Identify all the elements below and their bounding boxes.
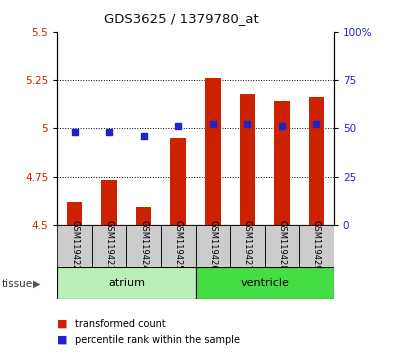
Bar <box>205 78 220 225</box>
Text: GSM119423: GSM119423 <box>105 220 114 270</box>
Point <box>175 124 181 129</box>
Bar <box>230 225 265 267</box>
Bar <box>309 97 324 225</box>
Text: atrium: atrium <box>108 278 145 288</box>
Text: percentile rank within the sample: percentile rank within the sample <box>75 335 240 345</box>
Text: tissue: tissue <box>2 279 33 289</box>
Bar <box>161 225 196 267</box>
Point <box>279 124 285 129</box>
Text: GSM119427: GSM119427 <box>243 220 252 270</box>
Bar <box>102 181 117 225</box>
Bar <box>196 267 334 299</box>
Text: GSM119429: GSM119429 <box>312 220 321 270</box>
Bar <box>67 202 82 225</box>
Bar <box>57 225 92 267</box>
Point <box>210 122 216 127</box>
Text: ventricle: ventricle <box>240 278 289 288</box>
Point <box>244 122 250 127</box>
Text: ▶: ▶ <box>33 279 40 289</box>
Text: transformed count: transformed count <box>75 319 166 329</box>
Text: ■: ■ <box>57 319 68 329</box>
Bar <box>274 101 290 225</box>
Point <box>313 122 320 127</box>
Text: GSM119426: GSM119426 <box>208 220 217 270</box>
Point <box>141 133 147 139</box>
Text: GSM119425: GSM119425 <box>174 220 183 270</box>
Bar <box>126 225 161 267</box>
Text: GSM119422: GSM119422 <box>70 220 79 270</box>
Bar <box>92 225 126 267</box>
Bar <box>136 207 151 225</box>
Bar <box>240 93 255 225</box>
Bar <box>196 225 230 267</box>
Bar <box>299 225 334 267</box>
Point <box>71 129 78 135</box>
Bar <box>171 138 186 225</box>
Text: GSM119428: GSM119428 <box>277 220 286 270</box>
Text: GSM119424: GSM119424 <box>139 220 148 270</box>
Bar <box>57 267 196 299</box>
Text: ■: ■ <box>57 335 68 345</box>
Text: GDS3625 / 1379780_at: GDS3625 / 1379780_at <box>104 12 259 25</box>
Point <box>106 129 112 135</box>
Bar <box>265 225 299 267</box>
